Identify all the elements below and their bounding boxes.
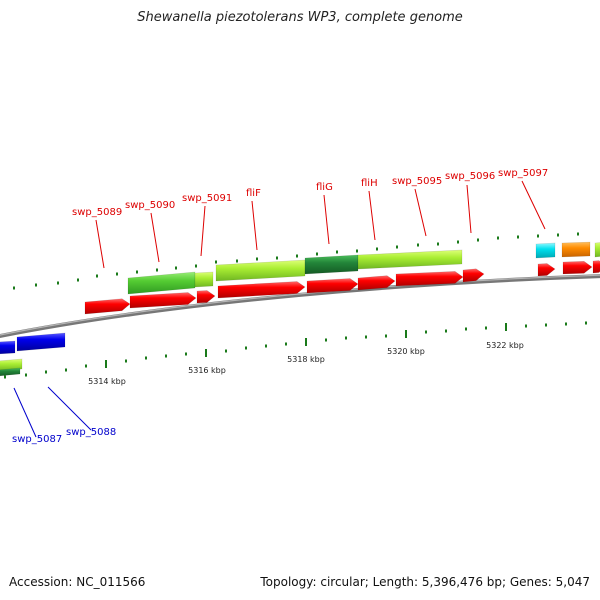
cds-arrow <box>562 260 593 275</box>
cds-arrow <box>357 275 396 291</box>
cds-arrow <box>217 281 306 299</box>
accession-label: Accession: NC_011566 <box>9 575 146 589</box>
cds-arrow <box>537 263 556 277</box>
gene-leader-line <box>521 180 546 230</box>
genome-summary: Topology: circular; Length: 5,396,476 bp… <box>260 575 590 589</box>
cds-arrow <box>129 292 197 309</box>
scale-label: 5316 kbp <box>188 366 226 375</box>
scale-label: 5322 kbp <box>486 341 524 350</box>
cds-arrow <box>592 260 600 274</box>
backbone-arc <box>0 274 600 339</box>
function-block-yellow <box>194 271 214 288</box>
function-block-cyan <box>535 242 556 259</box>
gene-label: swp_5096 <box>445 171 495 182</box>
gene-leader-line <box>95 219 105 269</box>
cds-arrow <box>196 290 216 304</box>
cds-arrow <box>395 271 464 287</box>
function-block-yellow <box>357 249 463 270</box>
cds-arrow <box>462 268 485 283</box>
gene-leader-line <box>13 387 37 438</box>
cds-blue <box>0 340 16 355</box>
cds-arrow <box>84 298 131 315</box>
genome-title: Shewanella piezotolerans WP3, complete g… <box>137 10 463 25</box>
gene-label: swp_5090 <box>125 200 175 211</box>
gene-label: fliF <box>246 188 261 199</box>
backbone-highlight <box>0 274 600 336</box>
gene-label: fliG <box>316 182 333 193</box>
gene-label: fliH <box>361 178 378 189</box>
cds-blue <box>16 332 66 352</box>
gene-leader-line <box>251 200 258 251</box>
function-block-yellow <box>594 242 600 258</box>
gene-label: swp_5087 <box>12 434 62 445</box>
scale-label: 5320 kbp <box>387 347 425 356</box>
gene-leader-line <box>368 190 376 241</box>
function-block-yellow <box>215 259 306 282</box>
gene-leader-line <box>323 194 330 245</box>
function-block-dark <box>0 367 21 377</box>
function-block-light <box>127 271 196 295</box>
cds-arrow <box>306 278 359 294</box>
gene-label: swp_5091 <box>182 193 232 204</box>
gene-label: swp_5089 <box>72 207 122 218</box>
gene-label: swp_5097 <box>498 168 548 179</box>
scale-label: 5314 kbp <box>88 377 126 386</box>
function-block-orange <box>561 241 591 258</box>
gene-label: swp_5095 <box>392 176 442 187</box>
gene-leader-line <box>47 386 92 431</box>
gene-leader-line <box>150 212 160 263</box>
gene-label: swp_5088 <box>66 427 116 438</box>
function-block-yellow <box>0 358 23 372</box>
gene-leader-line <box>414 188 427 237</box>
function-block-dark <box>304 254 359 275</box>
gene-leader-line <box>200 205 206 257</box>
gene-leader-line <box>466 184 472 234</box>
scale-label: 5318 kbp <box>287 355 325 364</box>
